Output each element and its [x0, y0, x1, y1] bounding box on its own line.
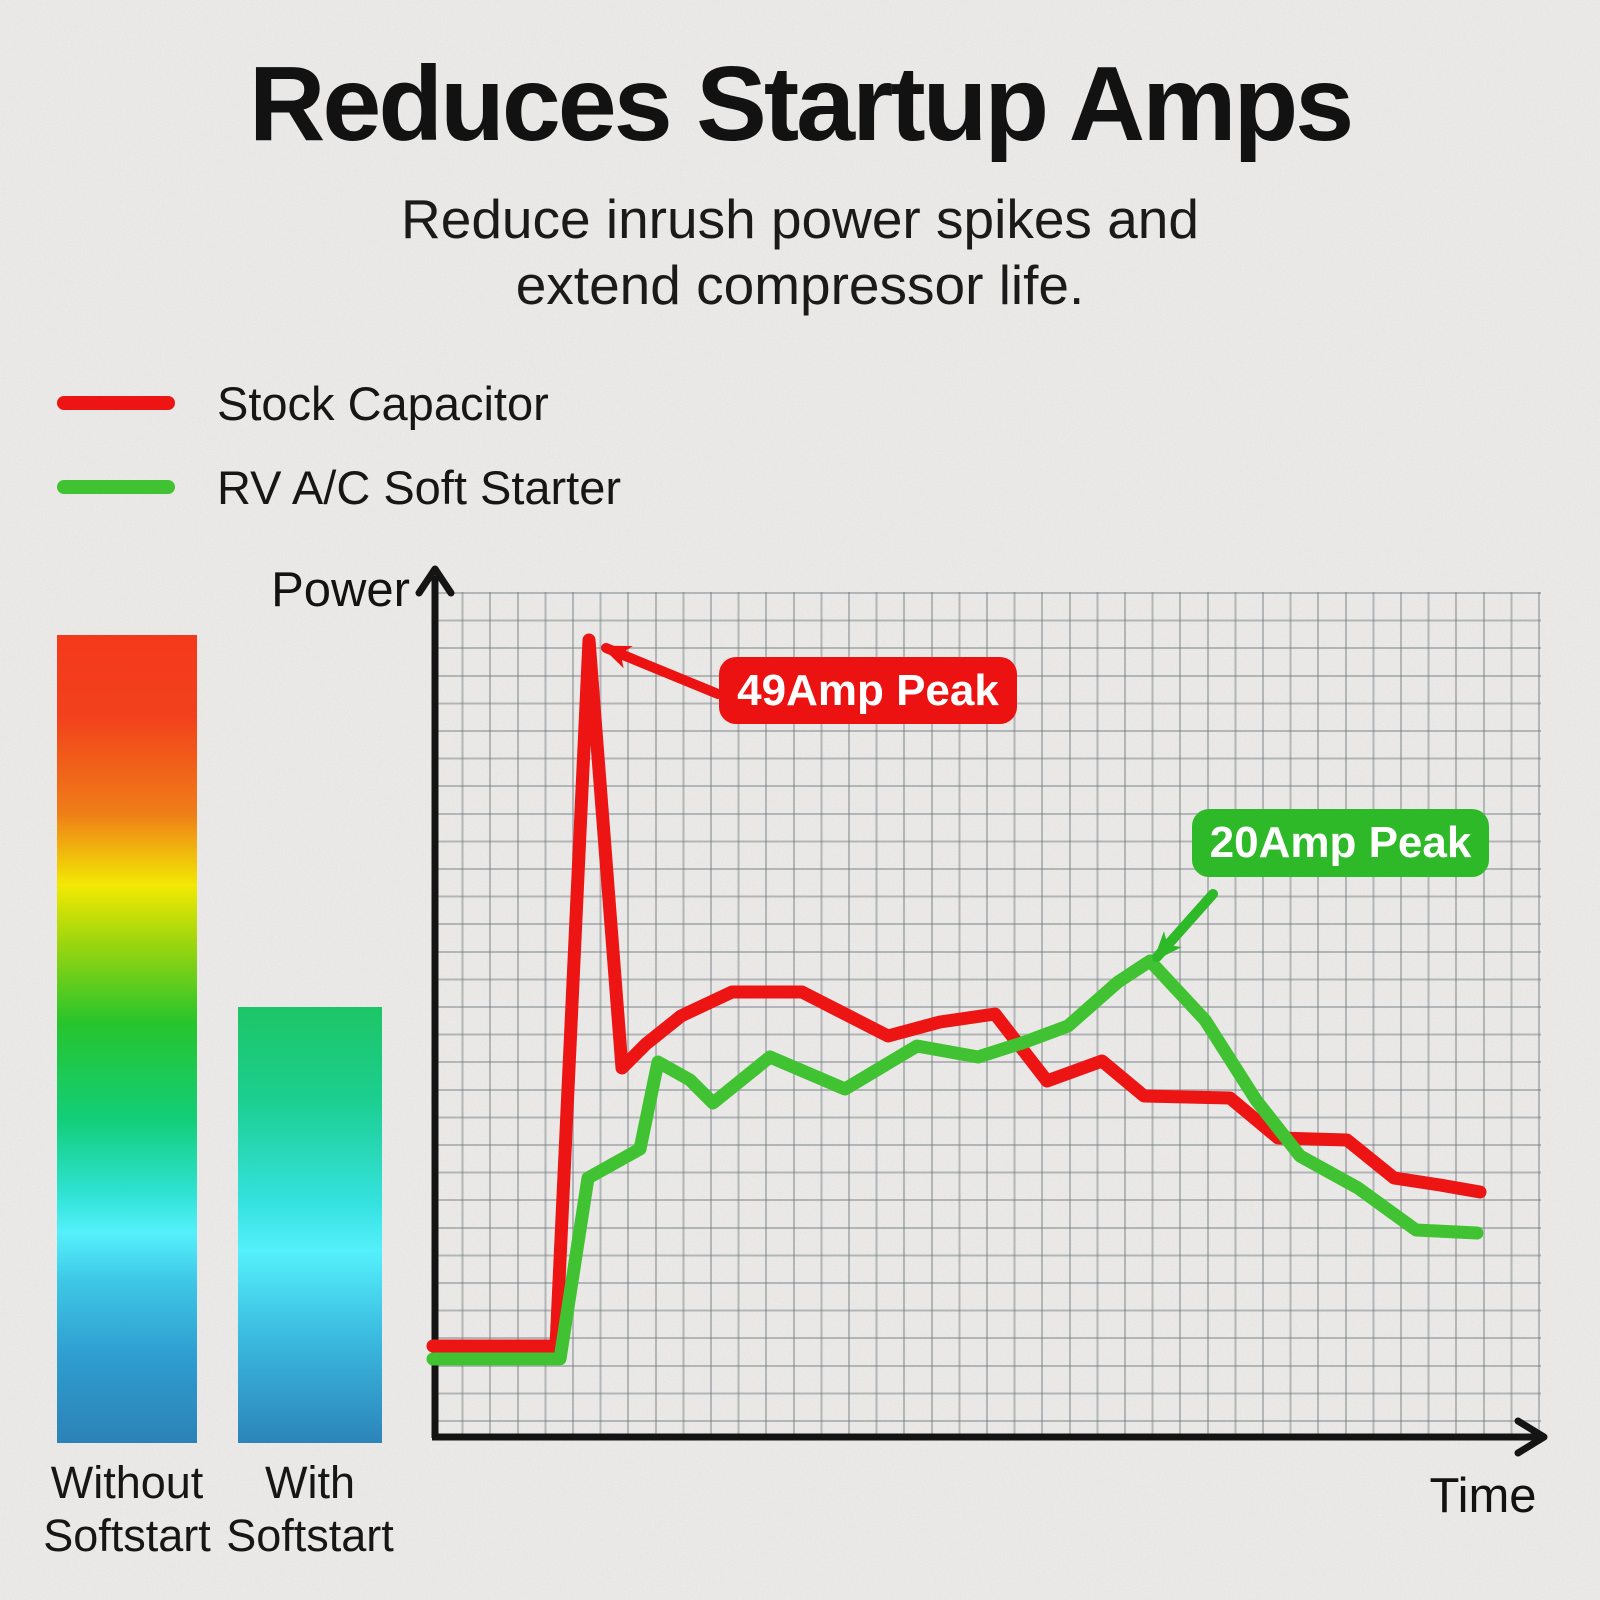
49amp-peak-badge: 49Amp Peak — [719, 657, 1017, 724]
y-axis-label: Power — [271, 563, 410, 617]
bar-label-line: Without — [50, 1457, 204, 1508]
green-line-swatch — [57, 480, 175, 494]
without-softstart-gradient-bar — [57, 635, 197, 1443]
subtitle-line-1: Reduce inrush power spikes and — [401, 188, 1199, 250]
page-title: Reduces Startup Amps — [248, 45, 1354, 163]
subtitle-line-2: extend compressor life. — [515, 254, 1085, 316]
x-axis-label: Time — [1429, 1469, 1537, 1523]
with-softstart-gradient-bar — [238, 1007, 382, 1443]
legend-label: Stock Capacitor — [217, 376, 549, 430]
with-softstart-label: With Softstart — [212, 1456, 408, 1562]
bar-label-line: With — [265, 1457, 355, 1508]
legend: Stock Capacitor RV A/C Soft Starter — [57, 374, 621, 542]
bar-label-line: Softstart — [226, 1510, 394, 1561]
legend-item-stock-capacitor: Stock Capacitor — [57, 374, 621, 432]
red-line-swatch — [57, 396, 175, 410]
bar-label-line: Softstart — [43, 1510, 211, 1561]
legend-item-soft-starter: RV A/C Soft Starter — [57, 458, 621, 516]
without-softstart-label: Without Softstart — [14, 1456, 240, 1562]
20amp-peak-badge: 20Amp Peak — [1192, 809, 1489, 877]
page-subtitle: Reduce inrush power spikes and extend co… — [0, 186, 1600, 318]
legend-label: RV A/C Soft Starter — [217, 460, 622, 514]
